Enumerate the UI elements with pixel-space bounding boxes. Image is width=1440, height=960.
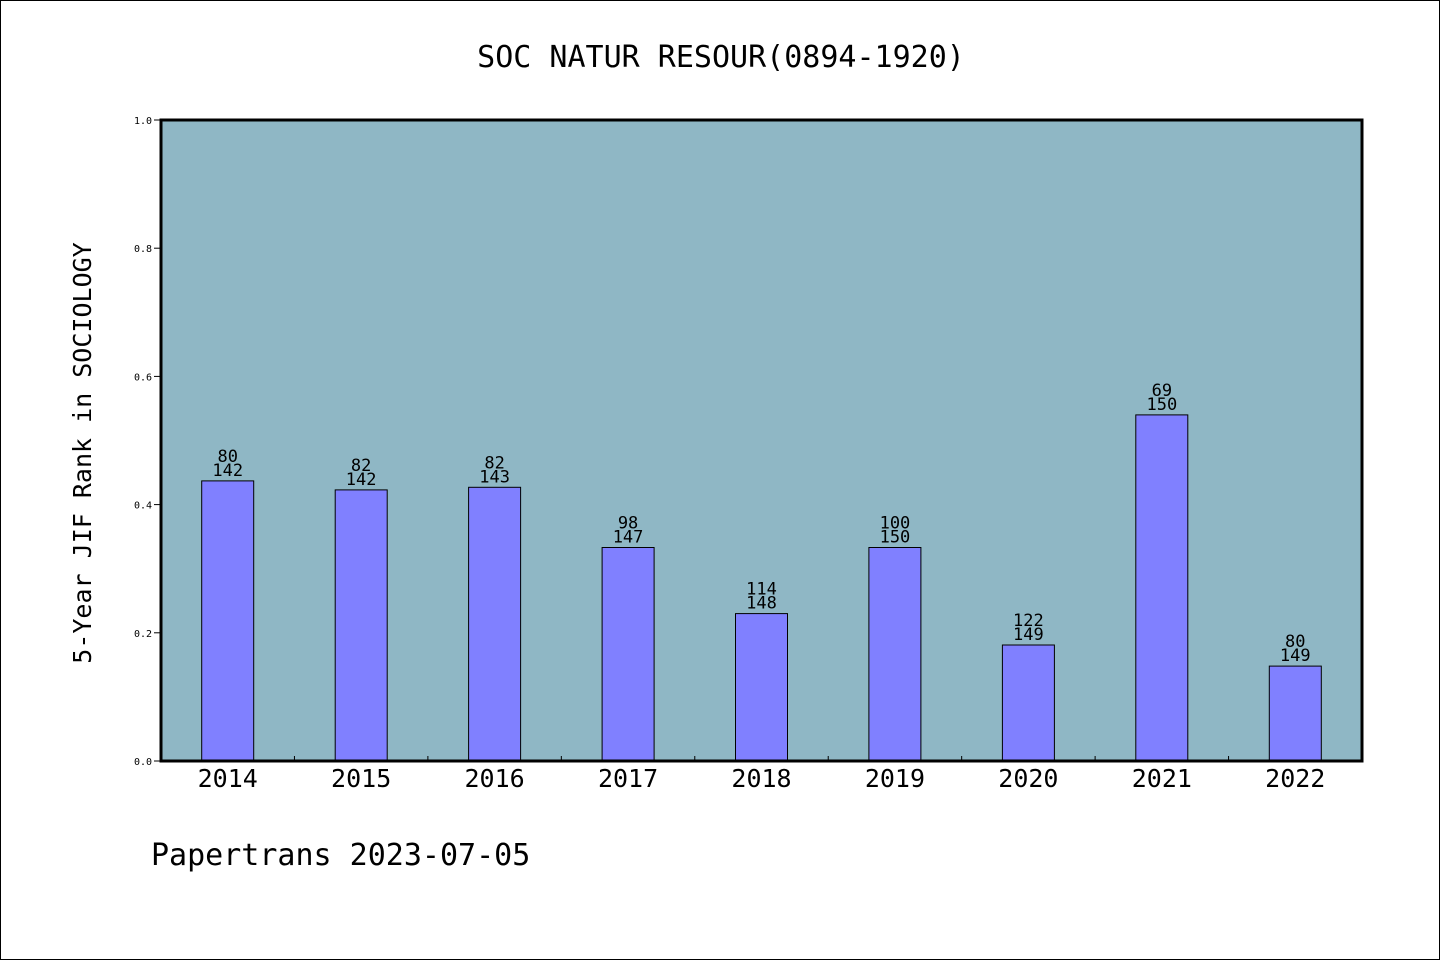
bar-2020 xyxy=(1001,644,1055,762)
bar-rank-label: 69 xyxy=(1152,381,1172,401)
x-tick-label: 2021 xyxy=(1132,764,1192,793)
x-tick-label: 2018 xyxy=(731,764,791,793)
x-tick-label: 2016 xyxy=(465,764,525,793)
bar-rank-label: 114 xyxy=(746,580,777,600)
plot-border xyxy=(159,118,1364,763)
bar-rank-label: 122 xyxy=(1013,611,1044,631)
chart-title: SOC NATUR RESOUR(0894-1920) xyxy=(477,40,965,75)
bar-2022 xyxy=(1268,665,1322,762)
bar-total-label: 150 xyxy=(880,528,911,548)
bar-rank-label: 82 xyxy=(351,456,371,476)
y-tick-label: 0.4 xyxy=(134,501,152,512)
bar-rank-label: 82 xyxy=(484,453,504,473)
x-tick-label: 2019 xyxy=(865,764,925,793)
bar-total-label: 142 xyxy=(212,461,243,481)
bar-total-label: 148 xyxy=(746,594,777,614)
bar-rank-label: 98 xyxy=(618,514,638,534)
x-tick-label: 2017 xyxy=(598,764,658,793)
bar-2014 xyxy=(201,480,255,762)
bar-2021 xyxy=(1135,414,1189,762)
bar-total-label: 147 xyxy=(613,528,644,548)
footer-credit: Papertrans 2023-07-05 xyxy=(151,838,530,873)
y-tick-label: 0.6 xyxy=(134,372,152,383)
bar-2015 xyxy=(334,489,388,762)
bar-total-label: 143 xyxy=(479,467,510,487)
bar-rank-label: 80 xyxy=(1285,632,1305,652)
y-tick-label: 0.0 xyxy=(134,757,152,768)
axes-group: 2014 2015 2016 2017 2018 2019 2020 2021 2022 0.0 0… xyxy=(134,116,1325,793)
x-tick-label: 2022 xyxy=(1265,764,1325,793)
x-tick-label: 2015 xyxy=(331,764,391,793)
bar-rank-label: 100 xyxy=(880,514,911,534)
bar-2017 xyxy=(601,547,655,762)
bar-total-label: 142 xyxy=(346,470,377,490)
x-tick-label: 2014 xyxy=(198,764,258,793)
bar-2016 xyxy=(468,486,522,762)
bar-total-label: 149 xyxy=(1280,646,1311,666)
bar-2018 xyxy=(735,613,788,762)
bar-2019 xyxy=(868,547,922,762)
x-tick-label: 2020 xyxy=(998,764,1058,793)
bar-rank-label: 80 xyxy=(217,447,237,467)
bar-total-label: 150 xyxy=(1146,395,1177,415)
y-axis-label: 5-Year JIF Rank in SOCIOLOGY xyxy=(68,242,97,663)
bar-total-label: 149 xyxy=(1013,625,1044,645)
y-tick-label: 1.0 xyxy=(134,116,152,127)
y-tick-label: 0.2 xyxy=(134,629,152,640)
y-tick-label: 0.8 xyxy=(134,244,152,255)
